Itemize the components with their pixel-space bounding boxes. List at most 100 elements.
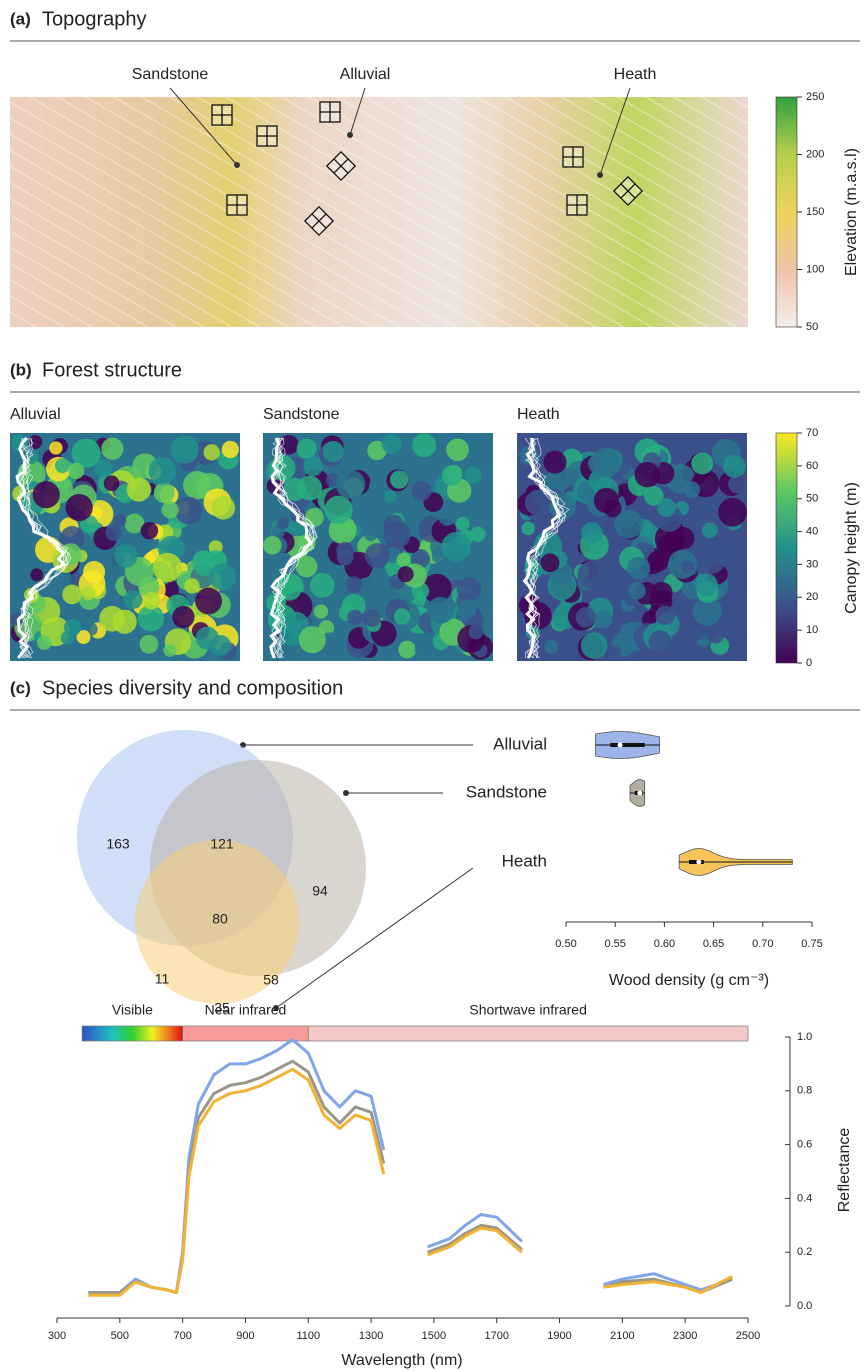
height-profile [20,437,70,659]
canopy-crown [114,544,138,568]
plot-square [566,194,588,216]
colorbar-tick-label: 40 [806,525,818,537]
canopy-crown [183,470,212,500]
panel-title: Topography [42,8,147,30]
spectrum-line [88,1038,733,1294]
venn-count: 80 [212,911,228,927]
band-label: Visible [112,1002,153,1018]
colorbar-label: Canopy height (m) [843,482,860,614]
canopy-crown [195,626,219,650]
x-tick-label: 300 [48,1330,66,1342]
canopy-crown [381,433,402,455]
height-profile [23,437,69,659]
x-tick-label: 2500 [736,1330,760,1342]
canopy-crown [464,466,482,484]
spectral-band [81,1025,183,1042]
canopy-crown [544,639,559,655]
canopy-colorbar [775,432,798,664]
venn-count: 121 [210,836,234,852]
canopy-crown [59,543,82,566]
height-profile [272,437,313,659]
canopy-crown [577,560,606,589]
canopy-crown [140,521,159,540]
plot-square [325,150,357,182]
x-tick-label: 0.60 [654,938,675,950]
height-profile [275,437,318,659]
canopy-crown [411,480,432,501]
canopy-crown [363,495,382,514]
plot-square [612,175,644,207]
canopy-crown [706,625,725,644]
canopy-crown [345,576,362,593]
canopy-crown [347,609,363,626]
x-tick-label: 0.75 [801,938,822,950]
canopy-crown [683,481,701,498]
canopy-crown [521,521,535,536]
canopy-crown [275,574,302,601]
y-axis-label: Reflectance [836,1128,853,1213]
canopy-crown [279,623,303,647]
canopy-crown [647,550,669,572]
canopy-panel-label: Alluvial [10,406,61,423]
canopy-crown [383,521,411,549]
canopy-crown [30,568,44,582]
site-label: Sandstone [132,66,209,83]
canopy-crown [336,548,354,566]
x-axis-label: Wavelength (nm) [341,1352,462,1369]
venn-count: 11 [155,971,170,987]
canopy-crown [153,482,175,504]
spectrum-line [88,1059,733,1294]
canopy-crown [364,528,378,542]
panel-tag: (c) [10,678,31,697]
canopy-crown [396,552,411,567]
canopy-crown [397,566,414,583]
canopy-crown [414,641,431,657]
height-profile [273,437,314,659]
venn-count: 35 [214,1000,230,1016]
panel-title: Forest structure [42,359,182,381]
canopy-crown [142,592,161,610]
canopy-crown [692,596,722,626]
canopy-crown [606,645,622,660]
colorbar-tick-label: 150 [806,206,824,218]
canopy-crown [648,630,672,654]
canopy-crown [524,489,551,516]
canopy-crown [593,609,613,629]
canopy-crown [62,584,82,605]
canopy-crown [36,635,52,651]
canopy-crown [389,470,409,489]
x-tick-label: 0.50 [555,938,576,950]
violin-median [617,742,623,748]
canopy-crown [105,524,122,541]
canopy-crown [126,477,151,502]
x-tick-label: 500 [111,1330,129,1342]
canopy-crown [279,434,299,455]
height-profile [271,437,314,659]
canopy-crown [298,626,326,654]
canopy-crown [540,553,560,573]
canopy-crown [184,578,200,594]
canopy-crown [575,607,596,628]
canopy-crown [422,573,452,604]
canopy-crown [28,435,43,449]
canopy-crown [81,585,96,601]
height-profile [274,437,314,659]
venn-circle [135,840,299,1004]
canopy-crown [602,577,619,594]
colorbar-tick-label: 50 [806,321,818,333]
canopy-crown [76,629,91,645]
y-tick-label: 0.0 [797,1300,812,1312]
canopy-crown [614,509,644,539]
plot-square [256,125,278,147]
height-profile [23,437,69,659]
canopy-crown [60,526,85,551]
canopy-crown [581,522,603,544]
x-tick-label: 1100 [296,1330,320,1342]
canopy-crown [174,496,203,525]
canopy-crown [170,435,200,464]
y-tick-label: 0.2 [797,1246,812,1258]
canopy-crown [325,472,340,487]
canopy-crown [728,475,747,494]
canopy-crown [591,447,622,477]
canopy-crown [457,599,477,619]
